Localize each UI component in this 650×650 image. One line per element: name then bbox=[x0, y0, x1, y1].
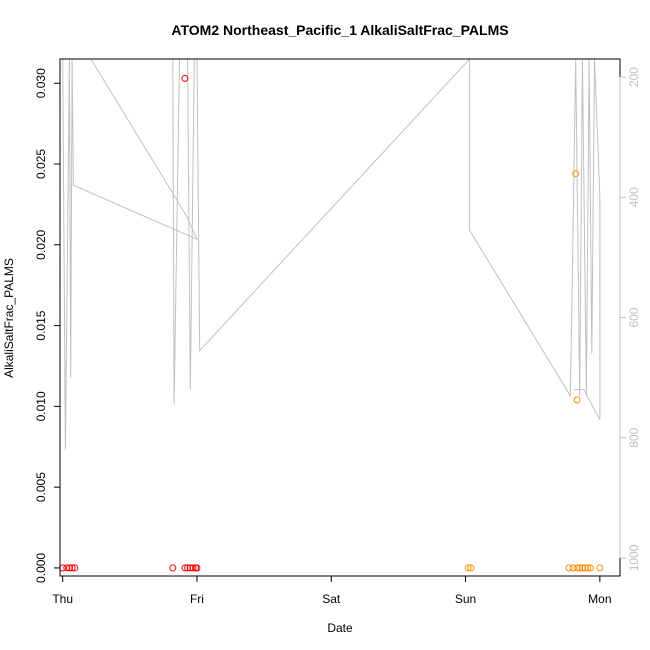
data-point-series2 bbox=[584, 564, 592, 572]
y-tick-label: 0.020 bbox=[34, 229, 48, 259]
data-point-series2 bbox=[565, 564, 573, 572]
data-point-series2 bbox=[464, 564, 472, 572]
y-tick-label: 0.030 bbox=[34, 68, 48, 98]
data-point-series2 bbox=[569, 564, 577, 572]
data-point-series2 bbox=[586, 564, 594, 572]
y-tick-label: 0.000 bbox=[34, 553, 48, 583]
data-point-series1 bbox=[186, 564, 194, 572]
data-point-series1 bbox=[71, 564, 79, 572]
data-point-series2 bbox=[572, 170, 580, 178]
data-point-series1 bbox=[193, 564, 201, 572]
x-axis-label: Date bbox=[327, 621, 353, 635]
x-tick-label: Fri bbox=[190, 592, 204, 606]
data-point-series1 bbox=[189, 564, 197, 572]
y-tick-label: 0.025 bbox=[34, 149, 48, 179]
y2-tick-label: 600 bbox=[627, 307, 641, 327]
altitude-line bbox=[62, 57, 601, 450]
y-tick-label: 0.010 bbox=[34, 391, 48, 421]
y-tick-label: 0.015 bbox=[34, 310, 48, 340]
data-point-series1 bbox=[68, 564, 76, 572]
y-axis-label: AlkaliSaltFrac_PALMS bbox=[2, 258, 16, 378]
chart-title: ATOM2 Northeast_Pacific_1 AlkaliSaltFrac… bbox=[171, 22, 508, 38]
x-tick-label: Sun bbox=[455, 592, 476, 606]
data-point-series2 bbox=[573, 396, 581, 404]
data-point-series1 bbox=[169, 564, 177, 572]
y2-tick-label: 400 bbox=[627, 187, 641, 207]
data-point-series1 bbox=[63, 564, 71, 572]
data-point-series1 bbox=[181, 564, 189, 572]
x-tick-label: Sat bbox=[322, 592, 341, 606]
data-point-series2 bbox=[596, 564, 604, 572]
x-tick-label: Mon bbox=[588, 592, 611, 606]
data-point-series2 bbox=[578, 564, 586, 572]
y-tick-label: 0.005 bbox=[34, 472, 48, 502]
data-point-series2 bbox=[581, 564, 589, 572]
data-point-series1 bbox=[184, 564, 192, 572]
y2-tick-label: 200 bbox=[627, 67, 641, 87]
data-point-series1 bbox=[181, 74, 189, 82]
y2-tick-label: 1000 bbox=[627, 544, 641, 571]
points-layer bbox=[59, 74, 604, 572]
data-point-series1 bbox=[65, 564, 73, 572]
data-point-series2 bbox=[467, 564, 475, 572]
data-point-series2 bbox=[576, 564, 584, 572]
plot-frame bbox=[59, 58, 621, 577]
y2-tick-label: 800 bbox=[627, 427, 641, 447]
x-tick-label: Thu bbox=[52, 592, 73, 606]
altitude-layer bbox=[62, 57, 601, 450]
data-point-series2 bbox=[573, 564, 581, 572]
axes-layer: Thu Fri Sat Sun Mon 0.000 0.005 0.010 0.015 0.020… bbox=[34, 67, 641, 606]
